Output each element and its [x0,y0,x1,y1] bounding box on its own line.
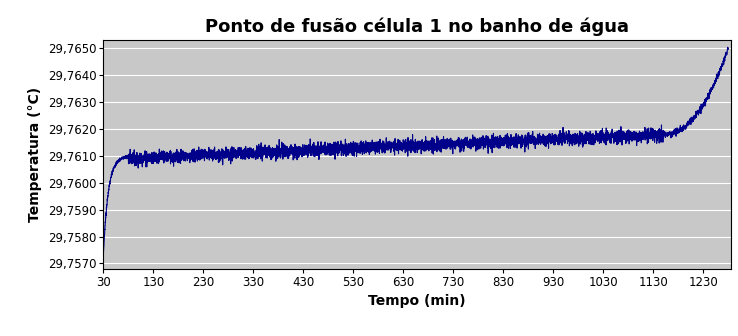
Title: Ponto de fusão célula 1 no banho de água: Ponto de fusão célula 1 no banho de água [205,17,629,36]
X-axis label: Tempo (min): Tempo (min) [368,294,466,308]
Y-axis label: Temperatura (°C): Temperatura (°C) [28,87,42,222]
